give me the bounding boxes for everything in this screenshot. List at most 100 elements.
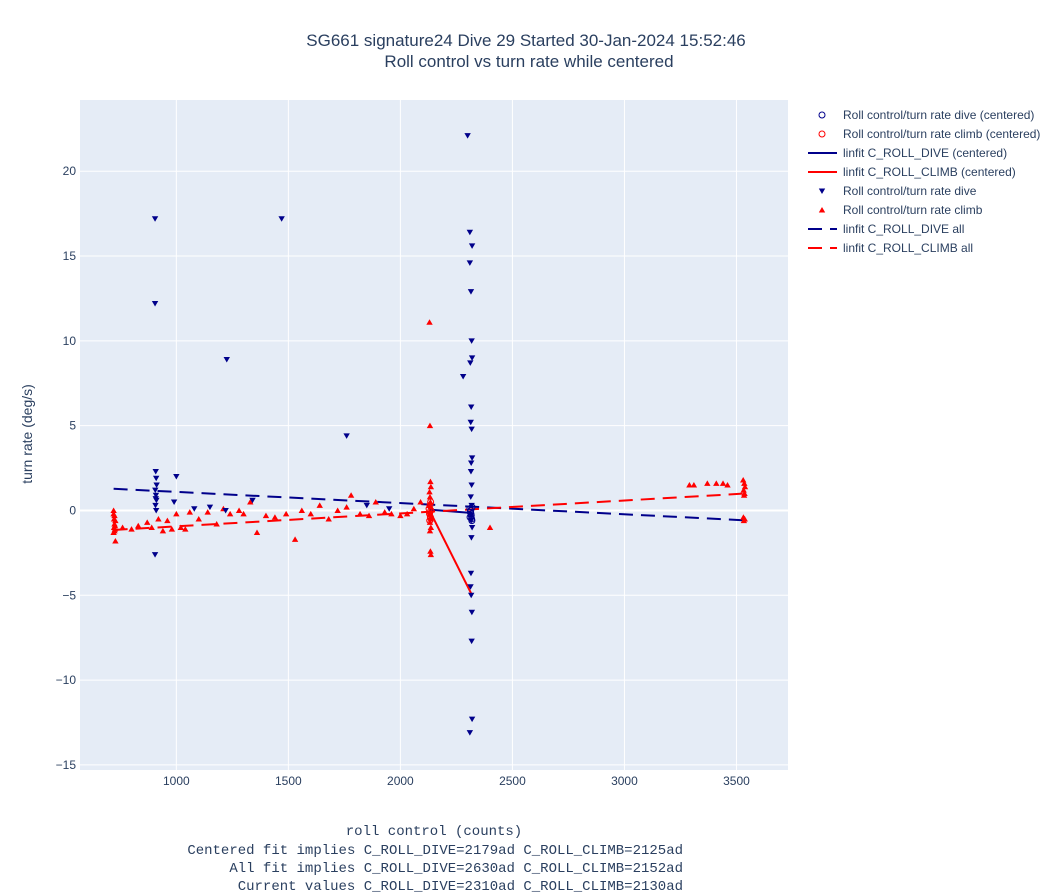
data-point xyxy=(173,510,180,517)
legend-item[interactable]: linfit C_ROLL_DIVE (centered) xyxy=(808,146,1007,160)
data-point xyxy=(206,504,214,511)
data-point xyxy=(226,510,234,517)
data-point xyxy=(468,503,476,511)
data-point xyxy=(459,373,467,380)
data-point xyxy=(159,527,167,534)
legend[interactable]: Roll control/turn rate dive (centered) Ro… xyxy=(808,108,1040,255)
data-point xyxy=(381,509,388,515)
data-point xyxy=(467,468,475,475)
data-point xyxy=(388,510,395,517)
legend-swatch xyxy=(818,207,826,213)
data-point xyxy=(467,360,474,366)
data-point xyxy=(186,509,193,515)
x-tick-label: 1500 xyxy=(275,774,302,788)
data-point xyxy=(468,638,475,645)
data-point xyxy=(112,517,119,524)
legend-item[interactable]: Roll control/turn rate dive (centered) xyxy=(818,108,1034,122)
data-point xyxy=(343,433,350,439)
data-point xyxy=(467,510,475,518)
chart-title: SG661 signature24 Dive 29 Started 30-Jan… xyxy=(306,31,745,50)
data-point xyxy=(316,502,323,508)
legend-label: linfit C_ROLL_DIVE all xyxy=(843,222,964,236)
data-point xyxy=(427,548,434,554)
data-point xyxy=(719,480,727,486)
data-point xyxy=(467,570,475,577)
data-point xyxy=(222,507,229,514)
data-point xyxy=(713,480,720,486)
data-point xyxy=(417,499,424,505)
series-roll-control-turn-rate-dive xyxy=(151,133,476,736)
y-tick-label: 15 xyxy=(63,249,77,263)
series-linfit-c-roll-climb-centered- xyxy=(428,510,473,596)
data-point xyxy=(347,492,355,498)
data-point xyxy=(152,492,160,499)
data-point xyxy=(468,338,475,344)
legend-item[interactable]: linfit C_ROLL_CLIMB all xyxy=(808,241,973,255)
data-point xyxy=(486,524,494,530)
data-point xyxy=(468,609,476,616)
data-point xyxy=(425,505,433,513)
series-roll-control-turn-rate-climb-centered- xyxy=(425,498,435,525)
data-point xyxy=(152,468,159,475)
data-point xyxy=(155,515,162,522)
legend-item[interactable]: Roll control/turn rate climb (centered) xyxy=(818,127,1040,141)
data-point xyxy=(704,480,711,486)
data-point xyxy=(151,216,159,222)
data-point xyxy=(152,502,159,509)
x-tick-labels: 1000 1500 2000 2500 3000 3500 xyxy=(163,774,750,788)
data-point xyxy=(253,529,261,536)
legend-item[interactable]: linfit C_ROLL_DIVE all xyxy=(808,222,964,236)
fit-note-all: All fit implies C_ROLL_DIVE=2630ad C_ROL… xyxy=(229,861,683,877)
data-point xyxy=(426,517,434,525)
data-point xyxy=(112,538,119,544)
legend-item[interactable]: Roll control/turn rate climb xyxy=(818,203,983,217)
data-point xyxy=(403,510,411,517)
data-point xyxy=(739,476,747,483)
data-point xyxy=(343,504,350,510)
data-point xyxy=(213,521,220,527)
data-point xyxy=(468,426,475,433)
data-point xyxy=(467,518,475,524)
data-point xyxy=(467,592,475,599)
data-point xyxy=(427,524,435,530)
data-point xyxy=(427,498,435,506)
data-point xyxy=(690,482,698,488)
legend-item[interactable]: linfit C_ROLL_CLIMB (centered) xyxy=(808,165,1016,179)
fit-note-centered: Centered fit implies C_ROLL_DIVE=2179ad … xyxy=(187,843,683,859)
data-point xyxy=(151,552,159,558)
data-point xyxy=(467,419,474,426)
data-point xyxy=(740,492,748,498)
y-tick-labels: −15 −10 −5 0 5 10 15 20 xyxy=(56,164,77,772)
data-point xyxy=(182,526,189,532)
data-point xyxy=(240,510,247,517)
fit-line xyxy=(428,510,473,596)
data-point xyxy=(686,482,693,488)
data-point xyxy=(427,506,435,514)
series-roll-control-turn-rate-climb xyxy=(110,319,749,558)
data-point xyxy=(426,319,433,325)
data-point xyxy=(466,229,474,236)
legend-label: Roll control/turn rate climb (centered) xyxy=(843,127,1040,141)
data-point xyxy=(468,243,476,249)
data-point xyxy=(363,502,370,509)
data-point xyxy=(397,512,404,519)
data-series xyxy=(110,133,749,736)
data-point xyxy=(467,494,474,500)
legend-item[interactable]: Roll control/turn rate dive xyxy=(818,184,977,198)
data-point xyxy=(468,517,476,525)
data-point xyxy=(128,526,135,532)
data-point xyxy=(464,133,471,139)
data-point xyxy=(271,514,279,520)
data-point xyxy=(427,551,435,558)
data-point xyxy=(410,505,418,512)
data-point xyxy=(111,522,119,529)
y-tick-label: −5 xyxy=(62,588,76,602)
y-tick-label: 0 xyxy=(69,503,76,517)
data-point xyxy=(372,499,379,505)
y-tick-label: 20 xyxy=(63,164,77,178)
data-point xyxy=(153,482,160,489)
legend-label: linfit C_ROLL_CLIMB all xyxy=(843,241,973,255)
x-tick-label: 3000 xyxy=(611,774,638,788)
data-point xyxy=(177,524,185,530)
